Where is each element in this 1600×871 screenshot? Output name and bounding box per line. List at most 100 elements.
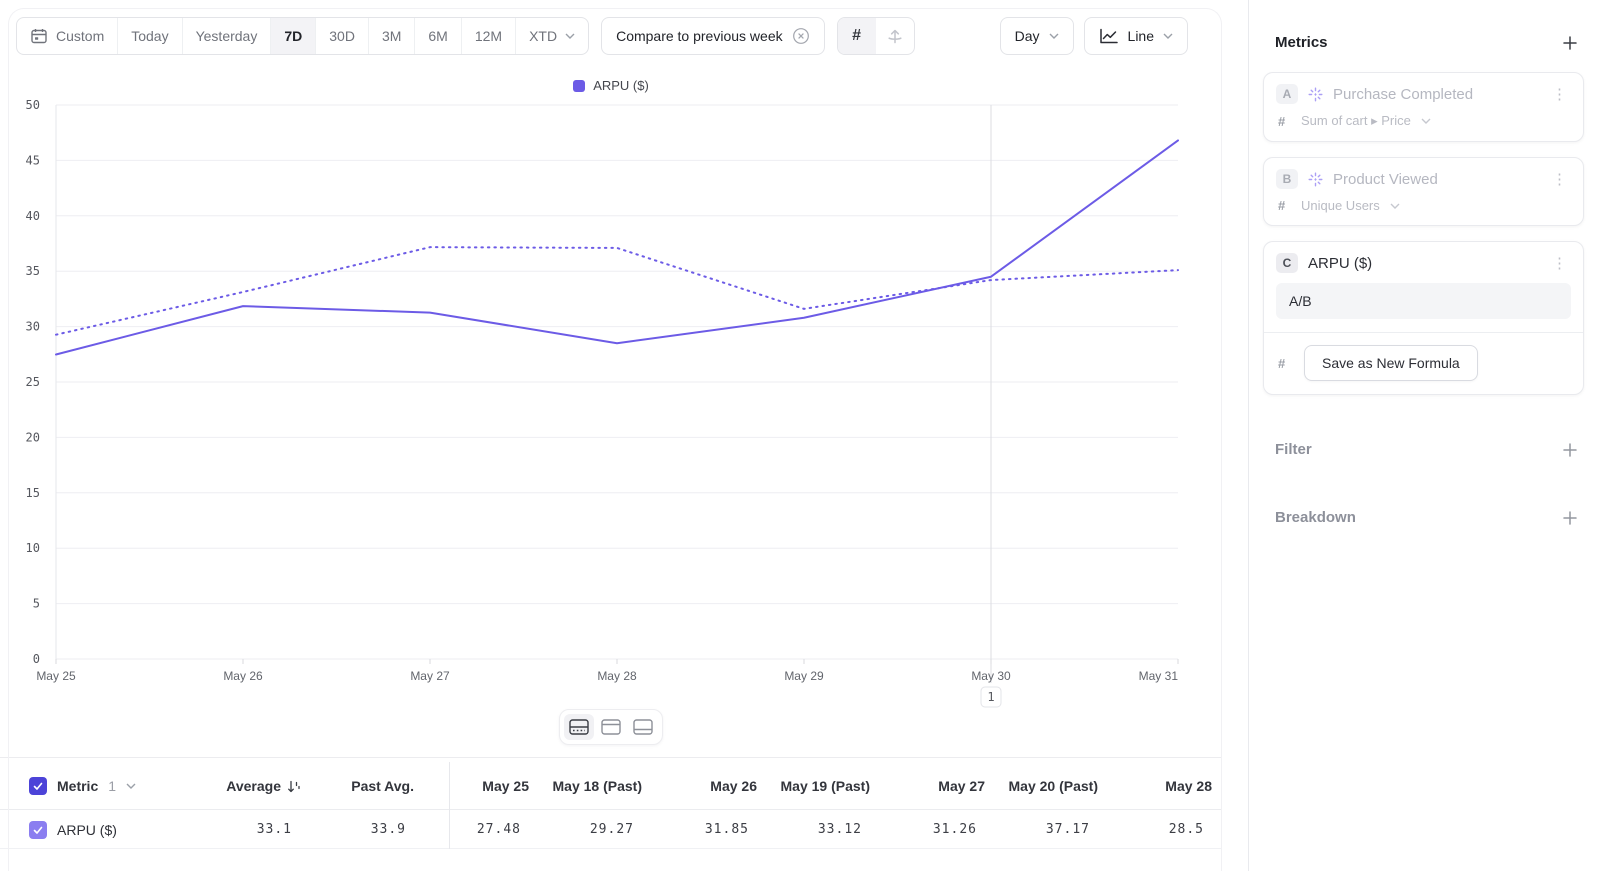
measure-selector[interactable]: # Unique Users [1264, 194, 1583, 225]
number-measure-icon: # [1278, 113, 1286, 129]
range-yesterday[interactable]: Yesterday [183, 18, 272, 54]
svg-text:May 29: May 29 [784, 669, 824, 683]
range-6m[interactable]: 6M [415, 18, 462, 54]
chart-type-dropdown[interactable]: Line [1083, 17, 1188, 55]
svg-text:50: 50 [26, 98, 40, 112]
column-header-may19-past[interactable]: May 19 (Past) [780, 777, 870, 794]
metric-card-a: A Purchase Completed ⋮ # Sum of cart ▸ P… [1263, 72, 1584, 142]
remove-compare-icon[interactable] [792, 27, 810, 45]
column-header-average[interactable]: Average [210, 778, 322, 794]
split-view-toggle[interactable] [564, 714, 594, 740]
column-header-may18-past[interactable]: May 18 (Past) [552, 777, 642, 794]
svg-text:May 25: May 25 [36, 669, 76, 683]
add-breakdown-button[interactable] [1562, 510, 1578, 526]
metric-count: 1 [108, 777, 117, 794]
kebab-menu-icon[interactable]: ⋮ [1552, 170, 1567, 188]
svg-text:May 26: May 26 [223, 669, 263, 683]
legend-label: ARPU ($) [593, 78, 649, 93]
svg-text:May 31: May 31 [1139, 669, 1179, 683]
range-xtd[interactable]: XTD [516, 18, 588, 54]
metric-card-c: C ARPU ($) ⋮ A/B # Save as New Formula [1263, 241, 1584, 395]
column-header-may28[interactable]: May 28 [1165, 777, 1212, 794]
absolute-values-toggle[interactable]: # [837, 18, 876, 54]
column-header-past-avg[interactable]: Past Avg. [351, 777, 414, 794]
save-as-new-formula-button[interactable]: Save as New Formula [1304, 345, 1478, 381]
add-metric-button[interactable] [1562, 35, 1578, 51]
svg-text:May 28: May 28 [597, 669, 637, 683]
cell-may28: 28.5 [1168, 822, 1204, 837]
table-section-divider [449, 762, 450, 849]
value-display-toggle: # [836, 17, 915, 55]
cell-may27: 31.26 [932, 822, 977, 837]
chart-legend: ARPU ($) [0, 78, 1222, 93]
cell-may20-past: 37.17 [1045, 822, 1090, 837]
chart-workspace: Custom Today Yesterday 7D 30D 3M 6M 12M … [0, 8, 1222, 871]
chevron-down-icon [1163, 33, 1173, 39]
metric-badge-c: C [1276, 253, 1298, 273]
card-divider [1264, 332, 1583, 333]
svg-text:15: 15 [26, 486, 40, 500]
range-7d[interactable]: 7D [271, 18, 317, 54]
cell-average: 33.1 [256, 822, 292, 837]
svg-text:May 30: May 30 [971, 669, 1011, 683]
column-header-may20-past[interactable]: May 20 (Past) [1008, 777, 1098, 794]
filter-title: Filter [1275, 441, 1312, 458]
uplift-toggle[interactable] [876, 18, 914, 54]
toolbar-right-group: Day Line [999, 17, 1188, 55]
column-header-may26[interactable]: May 26 [710, 777, 757, 794]
hash-icon: # [852, 27, 862, 44]
compare-previous-week-button[interactable]: Compare to previous week [601, 17, 825, 55]
table-only-toggle[interactable] [628, 714, 658, 740]
metric-badge-b: B [1276, 169, 1298, 189]
table-top-divider [0, 757, 1222, 758]
range-30d[interactable]: 30D [316, 18, 369, 54]
measure-selector[interactable]: # Sum of cart ▸ Price [1264, 109, 1583, 141]
range-custom[interactable]: Custom [17, 18, 119, 54]
date-range-selector: Custom Today Yesterday 7D 30D 3M 6M 12M … [16, 17, 590, 55]
row-checkbox[interactable] [29, 820, 47, 839]
range-12m[interactable]: 12M [462, 18, 517, 54]
range-today[interactable]: Today [118, 18, 183, 54]
measure-label: Unique Users [1301, 198, 1380, 213]
metric-card-b: B Product Viewed ⋮ # Unique Users [1263, 157, 1584, 226]
chevron-down-icon [1049, 33, 1059, 39]
table-header-row: Metric 1 Average Past Avg. May 25 May 18… [0, 762, 1222, 810]
metric-header-label: Metric [57, 777, 99, 794]
cell-may18-past: 29.27 [589, 822, 634, 837]
column-header-may27[interactable]: May 27 [938, 777, 985, 794]
compare-label: Compare to previous week [616, 28, 783, 44]
chevron-down-icon [565, 33, 575, 39]
arrow-up-pole-icon [886, 27, 904, 45]
svg-text:20: 20 [26, 430, 40, 444]
chart-toolbar: Custom Today Yesterday 7D 30D 3M 6M 12M … [16, 17, 1188, 55]
metrics-title: Metrics [1275, 34, 1328, 51]
metric-header-cell: Metric 1 [0, 776, 210, 795]
interval-dropdown[interactable]: Day [999, 17, 1074, 55]
kebab-menu-icon[interactable]: ⋮ [1552, 254, 1567, 272]
number-measure-icon: # [1278, 355, 1286, 371]
chevron-down-icon[interactable] [126, 783, 136, 789]
formula-input[interactable]: A/B [1276, 283, 1571, 319]
svg-text:May 27: May 27 [410, 669, 450, 683]
add-filter-button[interactable] [1562, 442, 1578, 458]
metric-title: Purchase Completed [1333, 85, 1474, 103]
select-all-checkbox[interactable] [29, 776, 47, 795]
svg-text:40: 40 [26, 209, 40, 223]
range-3m[interactable]: 3M [369, 18, 416, 54]
breakdown-section-header: Breakdown [1263, 509, 1584, 526]
svg-text:0: 0 [33, 652, 40, 666]
measure-label: Sum of cart ▸ Price [1301, 113, 1411, 128]
query-sidebar: Metrics A Purchase Completed ⋮ # Sum of … [1248, 0, 1600, 871]
kebab-menu-icon[interactable]: ⋮ [1552, 85, 1567, 103]
line-chart-icon [1099, 28, 1119, 44]
legend-swatch [573, 79, 586, 92]
chart-only-toggle[interactable] [596, 714, 626, 740]
event-sparkle-icon [1308, 87, 1323, 102]
number-measure-icon: # [1278, 198, 1286, 213]
event-sparkle-icon [1308, 172, 1323, 187]
chevron-down-icon [1421, 118, 1431, 124]
cell-may26: 31.85 [704, 822, 749, 837]
column-header-may25[interactable]: May 25 [482, 777, 529, 794]
range-custom-label: Custom [56, 28, 105, 44]
chevron-down-icon [1390, 203, 1400, 209]
